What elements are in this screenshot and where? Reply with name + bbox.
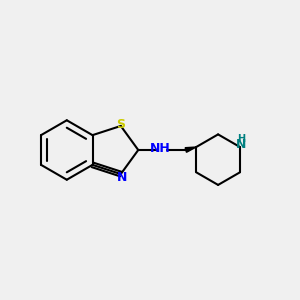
Text: H: H: [237, 134, 245, 144]
Text: N: N: [236, 138, 247, 151]
Text: S: S: [116, 118, 125, 131]
Text: NH: NH: [150, 142, 171, 155]
Text: N: N: [117, 170, 128, 184]
Polygon shape: [185, 147, 196, 152]
